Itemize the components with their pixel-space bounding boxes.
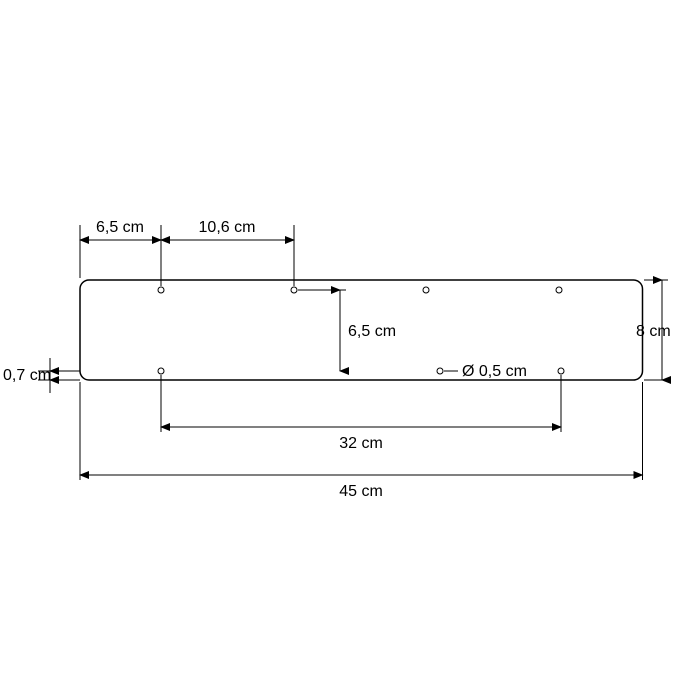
label-8: 8 cm [636,323,671,340]
label-0-7: 0,7 cm [3,367,51,384]
label-32: 32 cm [339,435,383,452]
label-6-5-top: 6,5 cm [96,219,144,236]
label-45: 45 cm [339,483,383,500]
label-diameter: Ø 0,5 cm [462,363,527,380]
dimension-labels: 6,5 cm 10,6 cm 6,5 cm 8 cm 0,7 cm 32 cm … [3,219,671,500]
label-6-5-v: 6,5 cm [348,323,396,340]
label-10-6: 10,6 cm [199,219,256,236]
